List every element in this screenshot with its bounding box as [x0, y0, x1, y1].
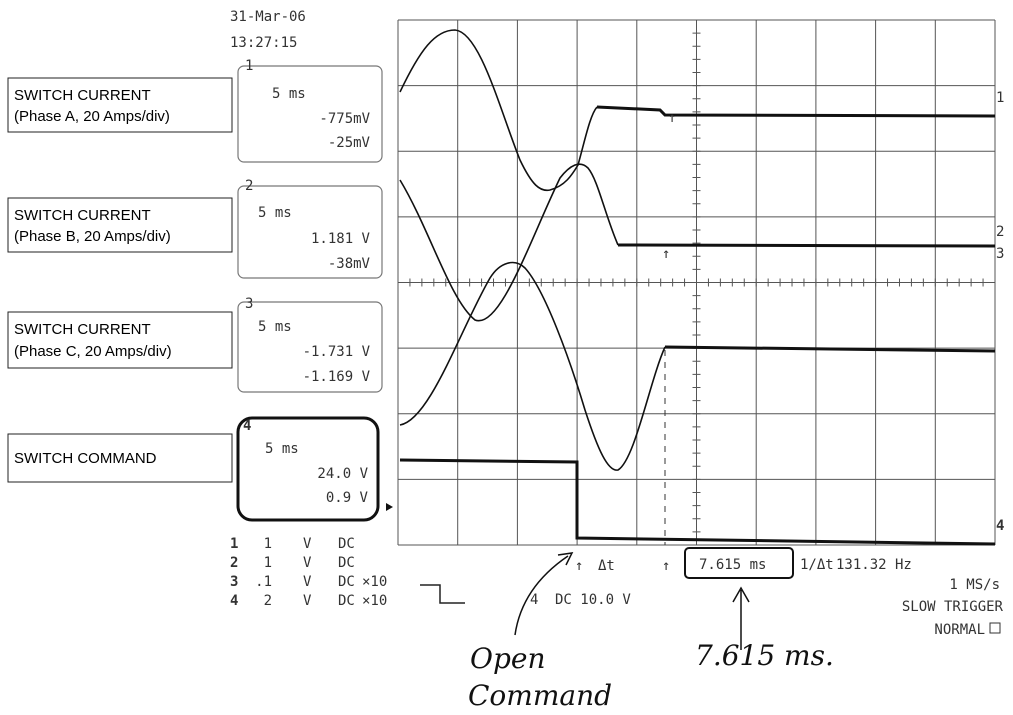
label-title: SWITCH COMMAND: [14, 450, 157, 467]
hand-note: Open: [470, 642, 545, 675]
setting-unit: V: [303, 574, 312, 590]
setting-probe: ×10: [362, 593, 387, 609]
setting-scale: 2: [264, 593, 272, 609]
setting-coupling: DC: [338, 536, 355, 552]
page: { "header": {"date": "31-Mar-06", "time"…: [0, 0, 1013, 715]
trace-marker: 4: [996, 518, 1004, 534]
channel-offset: 24.0 V: [317, 466, 368, 482]
cursor-arrow: ↑: [575, 558, 583, 574]
channel-position: -38mV: [328, 256, 371, 272]
frequency: 131.32 Hz: [836, 557, 912, 573]
edge-symbol: [420, 585, 465, 603]
delta-label: Δt: [598, 558, 615, 574]
setting-scale: .1: [255, 574, 272, 590]
trigger-setting: DC 10.0 V: [555, 592, 631, 608]
setting-coupling: DC: [338, 574, 355, 590]
setting-scale: 1: [264, 555, 272, 571]
channel-number: 3: [245, 296, 253, 312]
setting-scale: 1: [264, 536, 272, 552]
trace-phase-c: [400, 263, 665, 471]
channel-offset: -1.731 V: [303, 344, 371, 360]
trace-marker: 2: [996, 224, 1004, 240]
oscilloscope-printout: 31-Mar-06 13:27:15 SWITCH CURRENT (Phase…: [0, 0, 1013, 715]
hand-note: Command: [468, 679, 612, 712]
label-title: SWITCH CURRENT: [14, 321, 151, 338]
trace-marker: 1: [996, 90, 1004, 106]
setting-channel: 4: [230, 593, 238, 609]
label-detail: (Phase B, 20 Amps/div): [14, 228, 171, 245]
trigger-mode: NORMAL: [934, 622, 985, 638]
channel-position: -1.169 V: [303, 369, 371, 385]
pointer: [386, 503, 393, 511]
label-title: SWITCH CURRENT: [14, 87, 151, 104]
setting-probe: ×10: [362, 574, 387, 590]
setting-channel: 1: [230, 536, 238, 552]
date: 31-Mar-06: [230, 9, 306, 25]
setting-unit: V: [303, 536, 312, 552]
cursor-arrow: ↑: [662, 558, 670, 574]
trigger-channel: 4: [530, 592, 538, 608]
delta-value: 7.615 ms: [699, 557, 766, 573]
channel-number: 1: [245, 58, 253, 74]
channel-position: 0.9 V: [326, 490, 369, 506]
setting-unit: V: [303, 555, 312, 571]
channel-number: 4: [243, 418, 251, 434]
channel-timebase: 5 ms: [272, 86, 306, 102]
settings-table: 1 1 V DC 2 1 V DC 3 .1 V DC ×10 4 2 V DC ×10: [230, 536, 387, 609]
trace-phase-a: [400, 30, 597, 190]
label-detail: (Phase C, 20 Amps/div): [14, 343, 172, 360]
setting-coupling: DC: [338, 593, 355, 609]
channel-timebase: 5 ms: [258, 319, 292, 335]
time: 13:27:15: [230, 35, 297, 51]
trace-phase-b-flat: [618, 245, 995, 246]
setting-channel: 2: [230, 555, 238, 571]
sample-rate: 1 MS/s: [949, 577, 1000, 593]
trace-phase-c-flat: [665, 347, 995, 351]
trace-marker: 3: [996, 246, 1004, 262]
channel-offset: 1.181 V: [311, 231, 371, 247]
setting-channel: 3: [230, 574, 238, 590]
cursor-arrow: ↑: [662, 246, 670, 262]
channel-number: 2: [245, 178, 253, 194]
trace-phase-b: [400, 164, 618, 321]
acquisition-mode: SLOW TRIGGER: [902, 599, 1004, 615]
label-detail: (Phase A, 20 Amps/div): [14, 108, 170, 125]
channel-offset: -775mV: [319, 111, 370, 127]
channel-timebase: 5 ms: [265, 441, 299, 457]
checkbox: [990, 623, 1000, 633]
channel-position: -25mV: [328, 135, 371, 151]
channel-timebase: 5 ms: [258, 205, 292, 221]
hand-note: 7.615 ms.: [695, 639, 834, 672]
cursor-arrow: ↑: [668, 110, 676, 126]
setting-coupling: DC: [338, 555, 355, 571]
setting-unit: V: [303, 593, 312, 609]
inverse-label: 1/Δt: [800, 557, 834, 573]
label-title: SWITCH CURRENT: [14, 207, 151, 224]
